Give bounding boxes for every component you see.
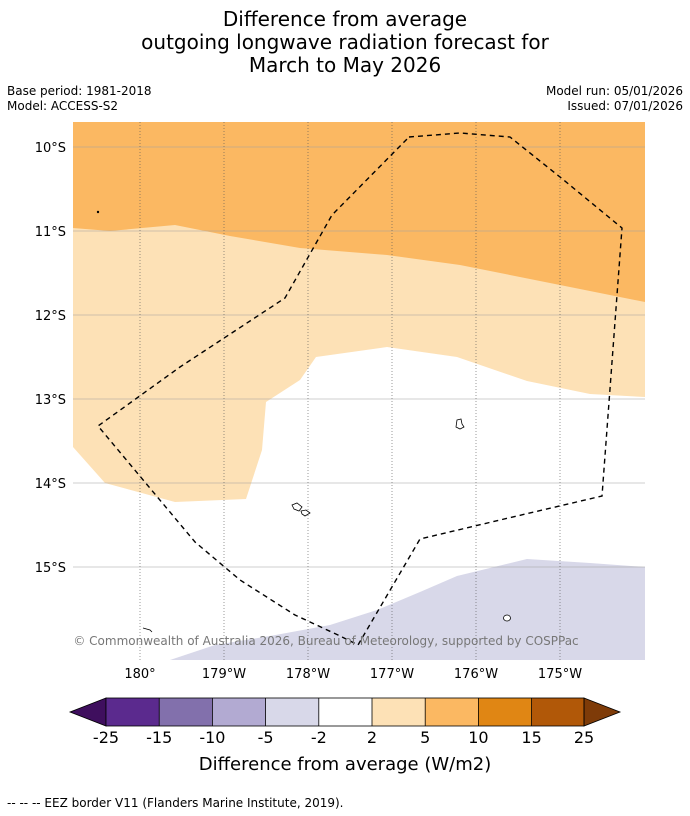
colorbar-frame [105, 697, 585, 727]
meta-right: Model run: 05/01/2026 Issued: 07/01/2026 [546, 84, 683, 114]
base-period: Base period: 1981-2018 [7, 84, 152, 98]
colorbar-label: Difference from average (W/m2) [199, 754, 491, 775]
lat-label-11s: 11°S [35, 225, 66, 240]
title-line-3: March to May 2026 [248, 53, 442, 77]
colorbar-tick-25: 25 [574, 728, 594, 747]
latitude-labels: 10°S 11°S 12°S 13°S 14°S 15°S [35, 141, 66, 576]
colorbar-tick-neg10: -10 [199, 728, 225, 747]
colorbar-segment-2 [159, 698, 213, 726]
lat-label-13s: 13°S [35, 393, 66, 408]
map-title: Difference from average outgoing longwav… [0, 8, 690, 77]
island-southeast [503, 614, 511, 622]
colorbar-tick-neg5: -5 [258, 728, 274, 747]
colorbar-dividers [158, 698, 532, 726]
lat-label-12s: 12°S [35, 309, 66, 324]
colorbar-tick-neg2: -2 [311, 728, 327, 747]
islet-northwest [96, 210, 100, 214]
colorbar-segment-4 [265, 698, 319, 726]
lon-label-180: 180° [124, 667, 155, 682]
latitude-gridlines [73, 146, 645, 568]
lon-label-177w: 177°W [370, 667, 414, 682]
lon-label-176w: 176°W [454, 667, 498, 682]
colorbar-extend-low [68, 697, 107, 727]
eez-footnote: -- -- -- EEZ border V11 (Flanders Marine… [7, 796, 344, 810]
colorbar-segment-8 [478, 698, 532, 726]
anomaly-region-neg5-to-neg2 [170, 559, 645, 660]
colorbar-segment-1 [106, 698, 160, 726]
title-line-1: Difference from average [222, 7, 468, 31]
colorbar-segment-5 [318, 698, 372, 726]
colorbar-extend-high [583, 697, 622, 727]
anomaly-region-5-to-10 [73, 122, 645, 302]
longitude-labels: 180° 179°W 178°W 177°W 176°W 175°W [124, 667, 582, 682]
colorbar-segment-3 [212, 698, 266, 726]
colorbar: -25 -15 -10 -5 -2 2 5 10 15 25 Differenc… [68, 697, 622, 775]
meta-left: Base period: 1981-2018 Model: ACCESS-S2 [7, 84, 152, 114]
colorbar-tick-neg25: -25 [93, 728, 119, 747]
island-southwest [142, 627, 153, 633]
island-east [455, 418, 465, 430]
colorbar-tick-5: 5 [420, 728, 430, 747]
map-figure: © Commonwealth of Australia 2026, Bureau… [35, 122, 645, 775]
colorbar-segment-7 [425, 698, 479, 726]
colorbar-tick-15: 15 [521, 728, 541, 747]
eez-border [96, 132, 623, 646]
lat-label-10s: 10°S [35, 141, 66, 156]
copyright-text: © Commonwealth of Australia 2026, Bureau… [73, 634, 578, 648]
colorbar-segment-9 [531, 698, 584, 726]
lon-label-178w: 178°W [286, 667, 330, 682]
issued-date: Issued: 07/01/2026 [567, 99, 683, 113]
lon-label-175w: 175°W [538, 667, 582, 682]
title-line-2: outgoing longwave radiation forecast for [141, 30, 549, 54]
lat-label-14s: 14°S [35, 477, 66, 492]
lon-label-179w: 179°W [202, 667, 246, 682]
colorbar-tick-10: 10 [468, 728, 488, 747]
colorbar-tick-neg15: -15 [146, 728, 172, 747]
map-plot-area: © Commonwealth of Australia 2026, Bureau… [73, 122, 645, 660]
island-center-1 [291, 502, 303, 512]
colorbar-ticks: -25 -15 -10 -5 -2 2 5 10 15 25 [93, 728, 594, 747]
lat-label-15s: 15°S [35, 561, 66, 576]
model-run: Model run: 05/01/2026 [545, 84, 683, 98]
colorbar-tick-2: 2 [367, 728, 377, 747]
islands [96, 210, 511, 633]
model-name: Model: ACCESS-S2 [7, 99, 119, 113]
colorbar-segment-6 [372, 698, 426, 726]
island-center-2 [300, 509, 311, 517]
